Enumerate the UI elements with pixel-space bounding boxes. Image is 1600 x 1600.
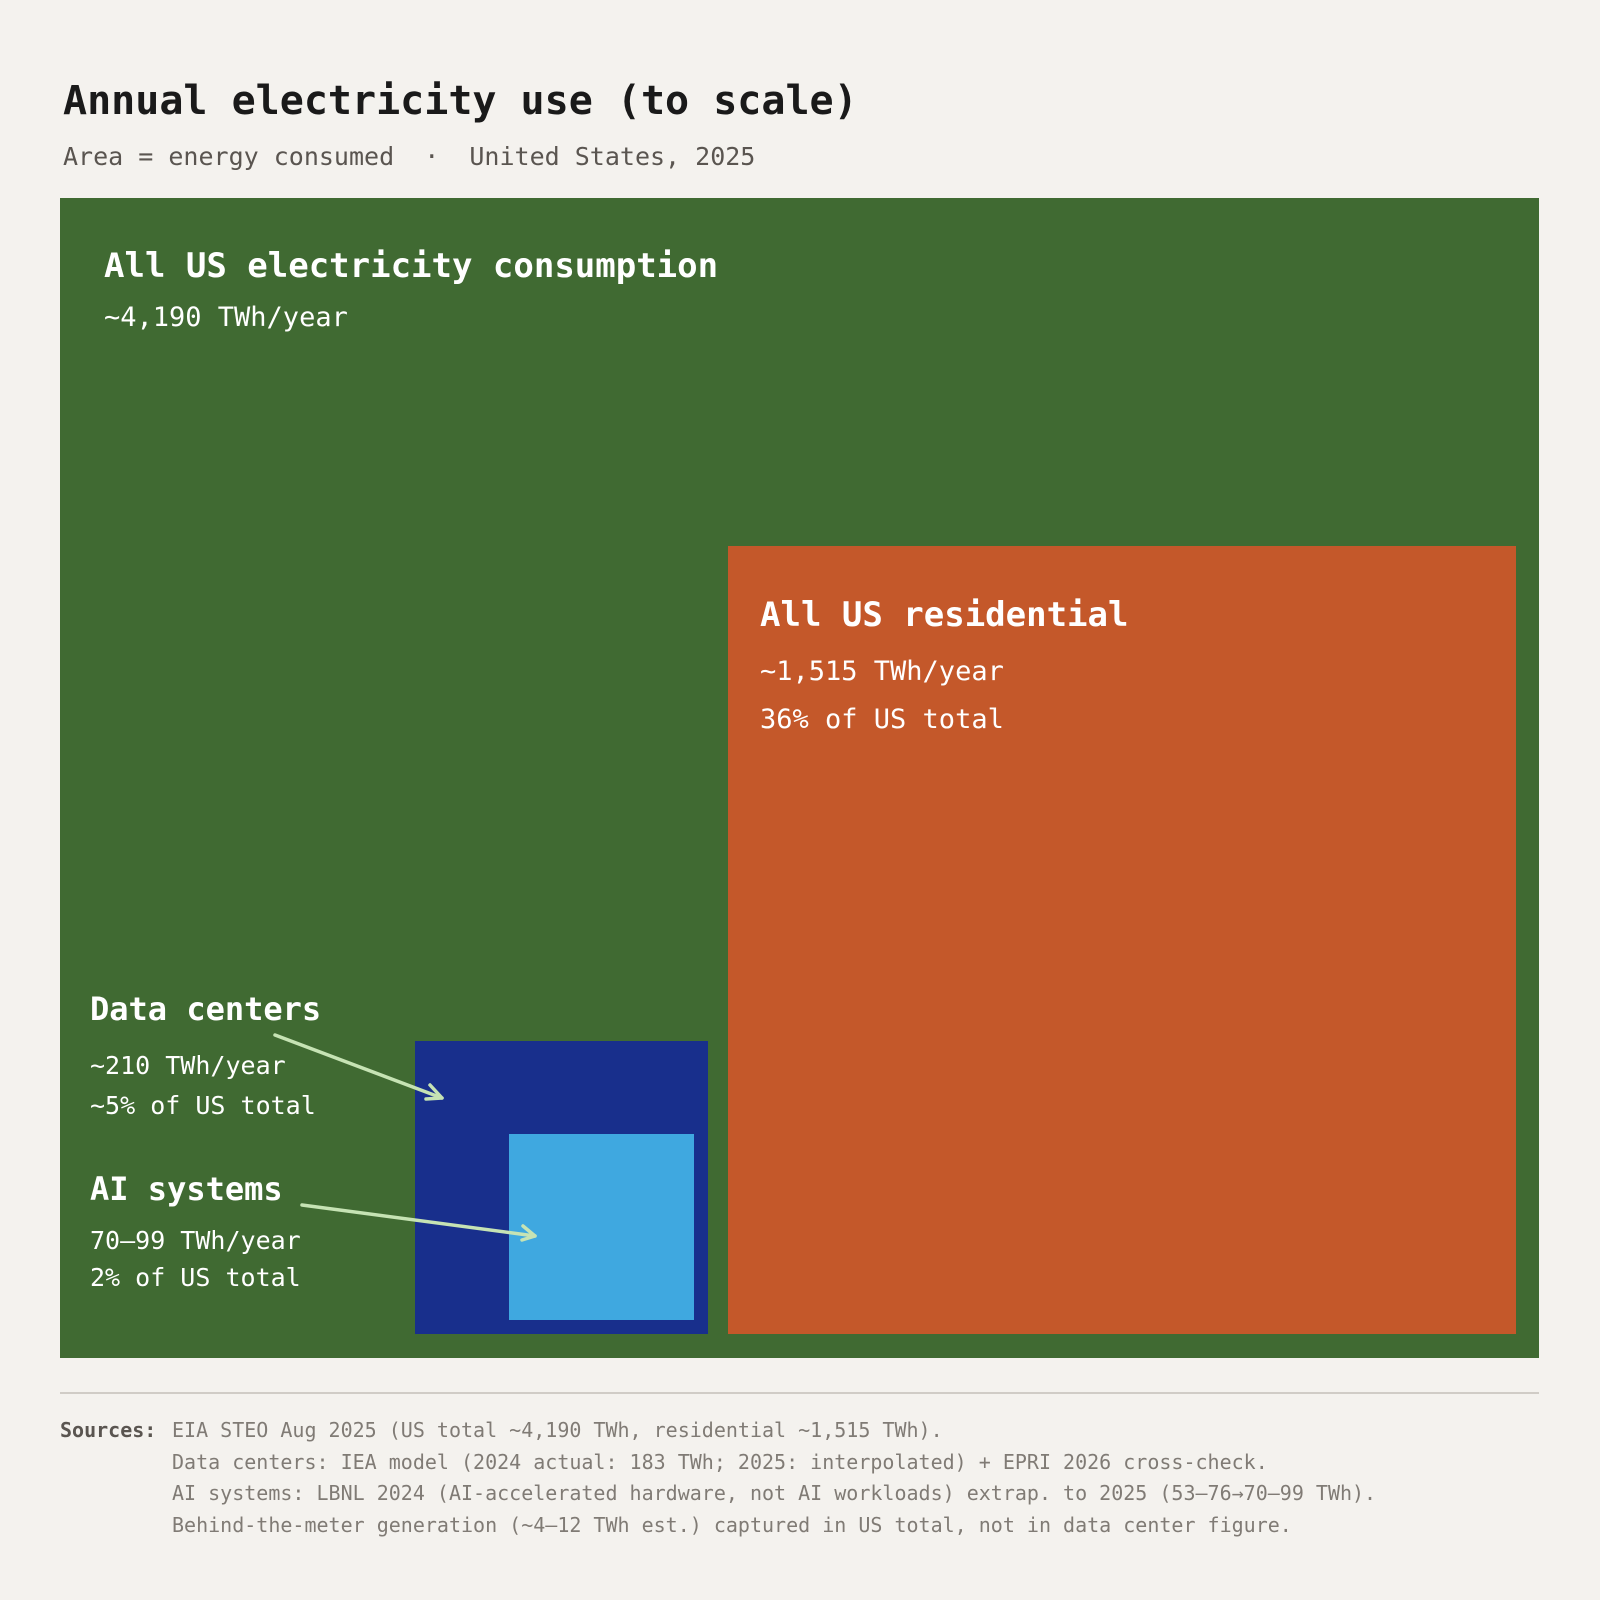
data-centers-share: ~5% of US total (90, 1091, 316, 1120)
footer-divider (60, 1392, 1539, 1394)
data-centers-title: Data centers (90, 990, 322, 1028)
residential-value: ~1,515 TWh/year (760, 656, 1004, 687)
source-line: AI systems: LBNL 2024 (AI-accelerated ha… (172, 1481, 1377, 1505)
sources-label: Sources: (60, 1418, 157, 1442)
residential-block (728, 546, 1516, 1334)
ai-systems-share: 2% of US total (90, 1263, 301, 1292)
source-line: Data centers: IEA model (2024 actual: 18… (172, 1450, 1268, 1474)
ai-systems-block (509, 1134, 694, 1320)
chart-title: Annual electricity use (to scale) (63, 78, 858, 124)
residential-title: All US residential (760, 595, 1129, 635)
chart-subtitle: Area = energy consumed · United States, … (63, 142, 756, 171)
source-line: EIA STEO Aug 2025 (US total ~4,190 TWh, … (172, 1418, 943, 1442)
source-line: Behind-the-meter generation (~4–12 TWh e… (172, 1513, 1292, 1537)
ai-systems-title: AI systems (90, 1170, 283, 1208)
residential-share: 36% of US total (760, 704, 1004, 735)
us-total-value: ~4,190 TWh/year (104, 302, 348, 333)
data-centers-value: ~210 TWh/year (90, 1051, 286, 1080)
ai-systems-value: 70–99 TWh/year (90, 1226, 301, 1255)
us-total-title: All US electricity consumption (104, 246, 719, 286)
